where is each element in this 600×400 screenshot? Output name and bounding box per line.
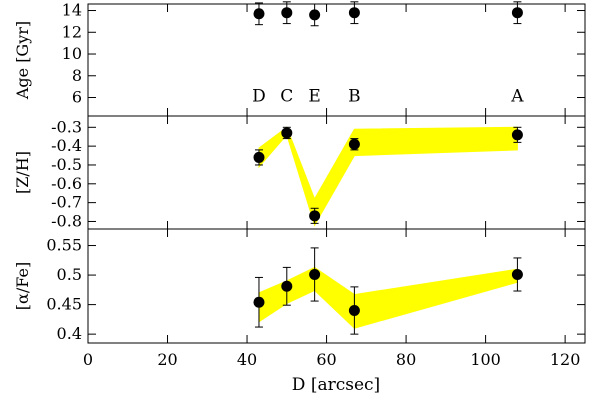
panel-metallicity: -0.3-0.4-0.5-0.6-0.7-0.8 [Z/H]	[13, 115, 586, 230]
metallicity-data-point	[281, 127, 293, 139]
alpha-fe-y-tick-label: 0.4	[57, 324, 82, 343]
age-y-tick-label: 8	[72, 66, 82, 85]
alpha-fe-data-point	[309, 268, 321, 280]
x-tick-label: 120	[550, 350, 581, 369]
alpha-fe-data-point	[253, 296, 265, 308]
age-y-tick-label: 12	[62, 22, 82, 41]
x-tick-label: 80	[396, 350, 416, 369]
point-label: A	[510, 86, 524, 106]
metallicity-y-tick-label: -0.6	[51, 174, 82, 193]
metallicity-y-tick-label: -0.7	[51, 193, 82, 212]
age-y-axis-label: Age [Gyr]	[13, 21, 32, 100]
alpha-fe-data-point	[348, 305, 360, 317]
alpha-fe-y-tick-label: 0.5	[57, 265, 82, 284]
alpha-fe-frame	[87, 228, 586, 344]
age-data-point	[253, 8, 265, 20]
metallicity-y-tick-label: -0.4	[51, 136, 82, 155]
metallicity-y-axis-label: [Z/H]	[13, 151, 32, 194]
point-label: B	[348, 86, 361, 106]
alpha-fe-y-tick-label: 0.45	[46, 295, 82, 314]
age-data-point	[511, 7, 523, 19]
age-y-tick-label: 10	[62, 44, 82, 63]
panel-alpha-fe: 0.4 0.45 0.5 0.55 0 20 40 60 80 100 120 [α/Fe]	[13, 228, 586, 369]
metallicity-y-tick-label: -0.5	[51, 155, 82, 174]
metallicity-data-point	[309, 210, 321, 222]
age-y-tick-label: 14	[62, 1, 82, 20]
x-tick-label: 60	[316, 350, 336, 369]
metallicity-band	[258, 126, 518, 227]
metallicity-data-point	[253, 151, 265, 163]
point-label: C	[280, 86, 293, 106]
panel-age: 6 8 10 12 14 Age [Gyr] D C E B A	[13, 1, 586, 117]
metallicity-data-point	[511, 129, 523, 141]
point-label: E	[308, 86, 320, 106]
x-tick-label: 100	[470, 350, 501, 369]
x-tick-label: 0	[83, 350, 93, 369]
age-data-point	[281, 7, 293, 19]
metallicity-y-tick-label: -0.8	[51, 211, 82, 230]
alpha-fe-data-point	[511, 268, 523, 280]
age-y-tick-label: 6	[72, 88, 82, 107]
x-tick-label: 20	[157, 350, 177, 369]
age-data-point	[309, 9, 321, 21]
point-label: D	[252, 86, 266, 106]
alpha-fe-data-point	[281, 280, 293, 292]
alpha-fe-y-tick-label: 0.55	[46, 236, 82, 255]
alpha-fe-band	[258, 266, 518, 329]
metallicity-y-tick-label: -0.3	[51, 117, 82, 136]
alpha-fe-y-axis-label: [α/Fe]	[13, 262, 32, 310]
metallicity-data-point	[348, 138, 360, 150]
x-tick-label: 40	[237, 350, 257, 369]
age-data-point	[348, 7, 360, 19]
x-axis-label: D [arcsec]	[292, 375, 380, 395]
